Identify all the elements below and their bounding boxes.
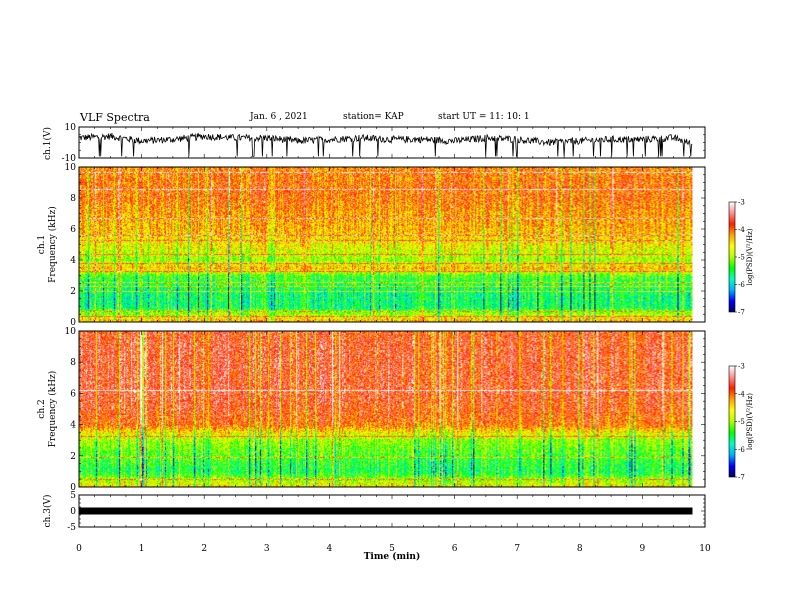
y-tick-label: 10: [65, 327, 77, 337]
y-tick-label: 4: [70, 256, 76, 266]
y-tick-label: 4: [70, 421, 76, 431]
ch1-spectrogram-panel: 0 2 4 6 8 10 ch.1 Frequency (kHz): [37, 163, 706, 328]
colorbar-label: log(PSD)(V²/Hz): [746, 228, 754, 285]
start-time-label: start UT = 11: 10: 1: [438, 112, 530, 122]
x-tick-label: 0: [76, 544, 82, 554]
x-tick-label: 5: [389, 544, 395, 554]
y-tick-label: 8: [70, 358, 76, 368]
colorbar-tick-label: -4: [738, 226, 745, 234]
y-tick-label: -5: [67, 523, 76, 533]
ch1-trace: [78, 132, 693, 157]
ch1-waveform-panel: 10 -10 ch.1(V): [42, 123, 706, 164]
ch1-colorbar: -3 -4 -5 -6 -7 log(PSD)(V²/Hz): [728, 199, 754, 317]
ch2-colorbar: -3 -4 -5 -6 -7 log(PSD)(V²/Hz): [728, 363, 754, 482]
colorbar-label: log(PSD)(V²/Hz): [746, 393, 754, 450]
colorbar-tick-label: -7: [738, 309, 745, 317]
date-label: Jan. 6 , 2021: [250, 112, 308, 122]
ch1-ylabel: ch.1(V): [42, 127, 53, 160]
colorbar-tick-label: -5: [738, 418, 745, 426]
colorbar-tick-label: -3: [738, 199, 745, 207]
colorbar-tick-label: -4: [738, 390, 745, 398]
x-axis-label: Time (min): [364, 551, 421, 562]
spectrogram-channel-label: ch.2: [37, 399, 47, 418]
x-tick-label: 10: [699, 544, 711, 554]
x-tick-label: 4: [327, 544, 333, 554]
x-tick-label: 6: [452, 544, 458, 554]
y-tick-label: 6: [70, 389, 76, 399]
y-tick-label: 0: [70, 483, 76, 493]
time-axis: 0 1 2 3 4 5 6 7 8 9 10 Time (min): [76, 544, 711, 562]
ch3-trace: [79, 507, 693, 515]
spectrogram-raster: [79, 331, 693, 487]
colorbar-tick-label: -6: [738, 281, 745, 289]
y-tick-label: 0: [70, 507, 76, 517]
spectrogram-channel-label: ch.1: [37, 235, 47, 254]
x-tick-label: 1: [139, 544, 145, 554]
y-tick-label: 2: [70, 287, 76, 297]
colorbar-tick-label: -6: [738, 446, 745, 454]
plot-title: VLF Spectra: [80, 111, 150, 124]
colorbar-gradient: [728, 365, 736, 478]
y-tick-label: 0: [70, 318, 76, 328]
x-tick-label: 3: [264, 544, 270, 554]
y-tick-label: 6: [70, 225, 76, 235]
x-tick-label: 9: [640, 544, 646, 554]
colorbar-tick-label: -5: [738, 254, 745, 262]
colorbar-tick-label: -7: [738, 474, 745, 482]
y-tick-label: -10: [62, 154, 77, 164]
y-tick-label: 5: [70, 491, 76, 501]
spectrogram-raster: [79, 167, 693, 322]
colorbar-tick-label: -3: [738, 363, 745, 371]
colorbar-gradient: [728, 201, 736, 313]
x-tick-label: 7: [514, 544, 520, 554]
x-tick-label: 8: [577, 544, 583, 554]
y-tick-label: 10: [65, 163, 77, 173]
y-tick-label: 8: [70, 194, 76, 204]
ch3-ylabel: ch.3(V): [42, 495, 53, 528]
spectrogram-ylabel: Frequency (kHz): [47, 206, 58, 283]
station-label: station= KAP: [343, 112, 404, 122]
ch3-waveform-panel: 5 0 -5 ch.3(V): [42, 491, 706, 533]
spectrogram-ylabel: Frequency (kHz): [47, 371, 58, 448]
ch2-spectrogram-panel: 0 2 4 6 8 10 ch.2 Frequency (kHz): [37, 327, 706, 493]
y-tick-label: 2: [70, 452, 76, 462]
x-tick-label: 2: [201, 544, 207, 554]
y-tick-label: 10: [65, 123, 77, 133]
